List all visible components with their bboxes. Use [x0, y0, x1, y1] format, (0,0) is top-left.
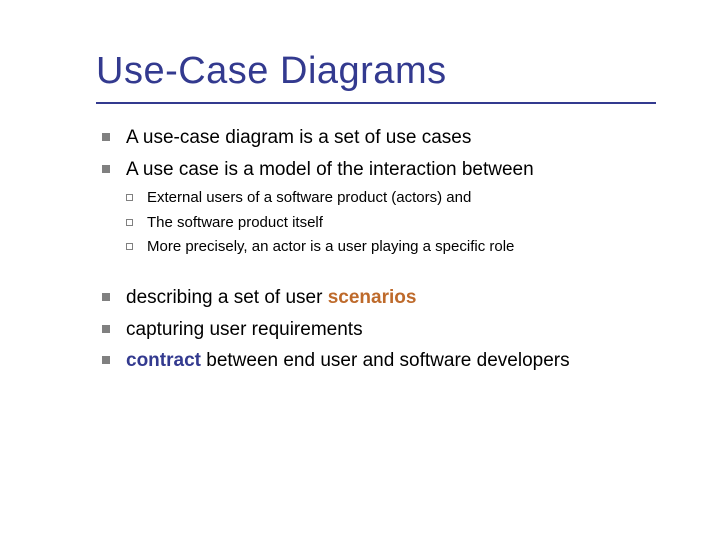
highlighted-term: scenarios [328, 287, 417, 308]
square-bullet-icon [102, 356, 110, 364]
list-item: A use case is a model of the interaction… [102, 157, 660, 183]
slide-container: Use-Case Diagrams A use-case diagram is … [0, 0, 720, 420]
list-item: contract between end user and software d… [102, 348, 660, 374]
hollow-square-bullet-icon [126, 194, 133, 201]
square-bullet-icon [102, 165, 110, 173]
sub-list-item-text: External users of a software product (ac… [147, 188, 471, 208]
hollow-square-bullet-icon [126, 219, 133, 226]
square-bullet-icon [102, 293, 110, 301]
sub-list-item: External users of a software product (ac… [126, 188, 660, 208]
sub-list-item: More precisely, an actor is a user playi… [126, 237, 660, 257]
list-item-text: contract between end user and software d… [126, 348, 570, 374]
spacer [102, 261, 660, 285]
title-underline [96, 102, 656, 104]
list-item: describing a set of user scenarios [102, 285, 660, 311]
square-bullet-icon [102, 325, 110, 333]
hollow-square-bullet-icon [126, 243, 133, 250]
list-item: A use-case diagram is a set of use cases [102, 125, 660, 151]
sub-list-item-text: More precisely, an actor is a user playi… [147, 237, 514, 257]
list-item-text: capturing user requirements [126, 317, 363, 343]
list-item: capturing user requirements [102, 317, 660, 343]
square-bullet-icon [102, 133, 110, 141]
list-item-text: A use case is a model of the interaction… [126, 157, 534, 183]
sub-list-item-text: The software product itself [147, 213, 323, 233]
slide-content: A use-case diagram is a set of use cases… [102, 125, 660, 374]
list-item-text: describing a set of user scenarios [126, 285, 416, 311]
highlighted-term: contract [126, 350, 201, 371]
list-item-text: A use-case diagram is a set of use cases [126, 125, 471, 151]
sub-list-item: The software product itself [126, 213, 660, 233]
slide-title: Use-Case Diagrams [96, 50, 654, 93]
